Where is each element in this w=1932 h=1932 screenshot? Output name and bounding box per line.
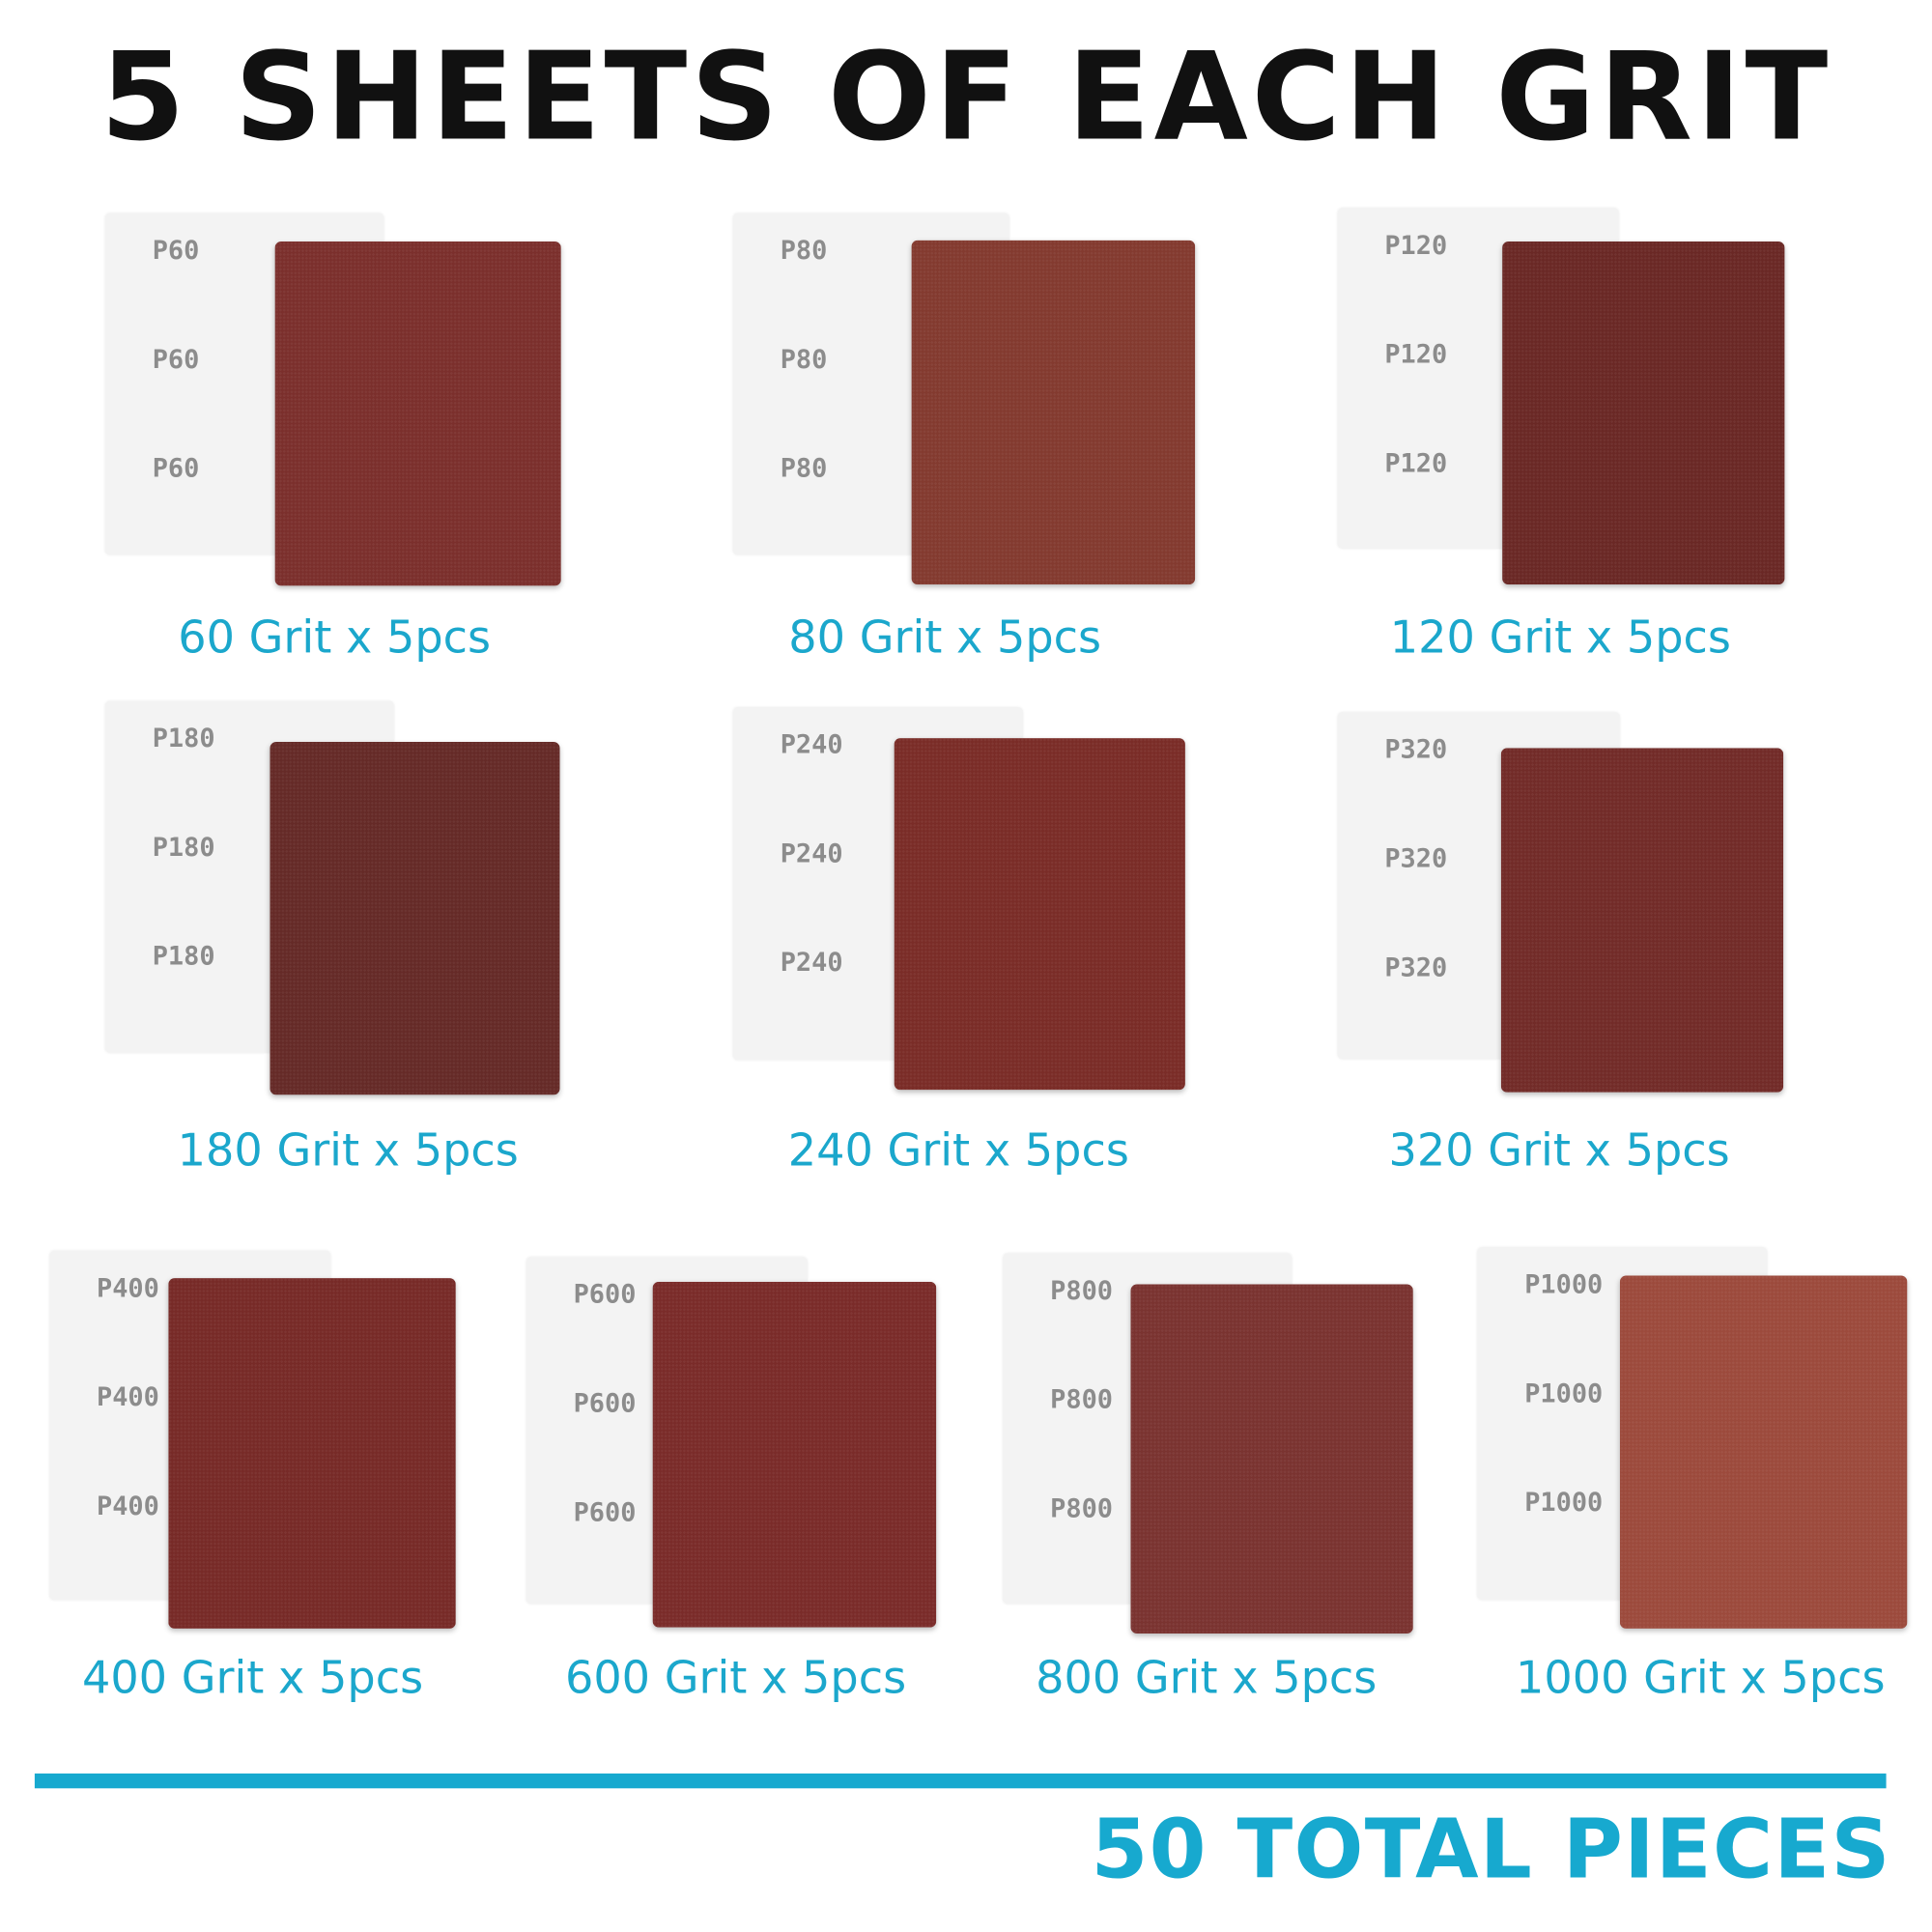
backing-grit-print: P400 xyxy=(96,1491,159,1521)
backing-grit-print: P320 xyxy=(1384,843,1448,873)
backing-grit-print: P60 xyxy=(152,235,200,266)
sheet-abrasive-side xyxy=(1502,241,1785,585)
backing-grit-print: P1000 xyxy=(1524,1269,1604,1299)
backing-grit-print: P800 xyxy=(1050,1275,1114,1306)
sheet-abrasive-side xyxy=(894,738,1185,1091)
backing-grit-print: P800 xyxy=(1050,1493,1114,1523)
total-pieces: 50 TOTAL PIECES xyxy=(1091,1802,1891,1898)
sheet-abrasive-side xyxy=(652,1281,937,1628)
sheet-abrasive-side xyxy=(168,1278,456,1629)
sheet-abrasive-side xyxy=(1500,748,1784,1093)
backing-grit-print: P240 xyxy=(780,729,843,759)
backing-grit-print: P180 xyxy=(152,723,215,753)
backing-grit-print: P60 xyxy=(152,344,200,375)
sheet-abrasive-side xyxy=(911,240,1196,585)
backing-grit-print: P1000 xyxy=(1524,1487,1604,1518)
grit-label: 60 Grit x 5pcs xyxy=(178,612,492,665)
backing-grit-print: P600 xyxy=(573,1388,637,1418)
backing-grit-print: P80 xyxy=(780,235,828,266)
grit-label: 800 Grit x 5pcs xyxy=(1036,1653,1378,1705)
backing-grit-print: P120 xyxy=(1384,230,1448,261)
backing-grit-print: P120 xyxy=(1384,339,1448,370)
backing-grit-print: P180 xyxy=(152,832,215,863)
grit-label: 240 Grit x 5pcs xyxy=(787,1125,1129,1177)
backing-grit-print: P80 xyxy=(780,344,828,375)
sheet-abrasive-side xyxy=(270,741,560,1095)
backing-grit-print: P800 xyxy=(1050,1384,1114,1415)
backing-grit-print: P240 xyxy=(780,947,843,978)
sheet-abrasive-side xyxy=(1130,1284,1413,1634)
backing-grit-print: P400 xyxy=(96,1381,159,1412)
backing-grit-print: P320 xyxy=(1384,952,1448,982)
grit-label: 600 Grit x 5pcs xyxy=(564,1653,907,1705)
backing-grit-print: P120 xyxy=(1384,448,1448,478)
backing-grit-print: P240 xyxy=(780,838,843,868)
sheet-abrasive-side xyxy=(1619,1275,1908,1629)
backing-grit-print: P320 xyxy=(1384,734,1448,765)
backing-grit-print: P60 xyxy=(152,453,200,483)
backing-grit-print: P400 xyxy=(96,1272,159,1303)
backing-grit-print: P80 xyxy=(780,453,828,483)
grit-label: 120 Grit x 5pcs xyxy=(1389,612,1731,665)
backing-grit-print: P600 xyxy=(573,1279,637,1310)
page-title: 5 SHEETS OF EACH GRIT xyxy=(99,27,1833,169)
sheet-abrasive-side xyxy=(274,241,561,586)
backing-grit-print: P180 xyxy=(152,941,215,972)
grit-label: 1000 Grit x 5pcs xyxy=(1515,1653,1886,1705)
grit-label: 320 Grit x 5pcs xyxy=(1388,1125,1730,1177)
grit-label: 180 Grit x 5pcs xyxy=(177,1125,519,1177)
backing-grit-print: P600 xyxy=(573,1496,637,1527)
grit-label: 80 Grit x 5pcs xyxy=(788,612,1102,665)
backing-grit-print: P1000 xyxy=(1524,1378,1604,1408)
grit-label: 400 Grit x 5pcs xyxy=(81,1653,424,1705)
divider-line xyxy=(34,1773,1887,1789)
